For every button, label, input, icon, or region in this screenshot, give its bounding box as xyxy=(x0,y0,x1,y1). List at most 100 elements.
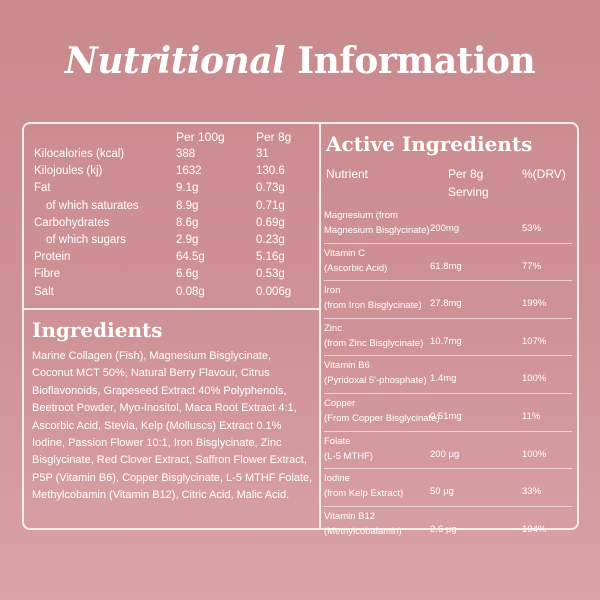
active-ingredient-row: Iron (from Iron Bisglycinate) 27.8mg 199% xyxy=(324,281,572,319)
nutrition-value-per100: 1632 xyxy=(176,165,202,178)
nutrition-row: Carbohydrates 8.6g 0.69g xyxy=(24,215,319,231)
active-ingredients-title: Active Ingredients xyxy=(326,132,533,156)
nutrition-value-per8: 0.69g xyxy=(256,216,285,229)
active-ingredient-name: Vitamin B12 xyxy=(324,510,376,522)
active-ingredient-row: Magnesium (from Magnesium Bisglycinate) 20… xyxy=(324,206,572,244)
nutrition-value-per8: 130.6 xyxy=(256,165,285,178)
nutrition-value-per100: 8.6g xyxy=(176,216,199,229)
active-ingredient-amount: 50 µg xyxy=(430,486,454,498)
active-ingredient-name: Copper xyxy=(324,398,356,409)
active-header-drv: %(DRV) xyxy=(522,167,566,181)
active-ingredient-name: Iron xyxy=(324,285,341,297)
info-panel: Per 100g Per 8g Kilocalories (kcal) 388 31… xyxy=(22,122,579,537)
page-title: Nutritional Information xyxy=(0,40,600,82)
nutrition-label: Kilocalories (kcal) xyxy=(34,148,125,160)
row-separator xyxy=(324,317,572,319)
active-ingredient-amount: 1.4mg xyxy=(430,373,457,385)
row-separator xyxy=(324,505,572,507)
title-rest: Information xyxy=(297,40,536,82)
active-ingredient-name: Folate xyxy=(324,435,351,447)
title-italic: Nutritional xyxy=(64,40,286,82)
row-separator xyxy=(324,468,572,470)
nutrition-row: Fat 9.1g 0.73g xyxy=(24,180,319,196)
row-separator xyxy=(324,280,572,282)
active-ingredient-drv: 77% xyxy=(522,260,542,272)
nutrition-label: Salt xyxy=(34,285,54,298)
ingredients-title: Ingredients xyxy=(32,318,163,342)
active-ingredient-source: Magnesium Bisglycinate) xyxy=(324,225,430,236)
nutrition-label: Fibre xyxy=(34,268,61,281)
ingredients-text: Marine Collagen (Fish), Magnesium Bisgly… xyxy=(32,350,313,502)
active-ingredient-row: Zinc (from Zinc Bisglycinate) 10.7mg 107% xyxy=(324,319,572,357)
nutrition-header-per8: Per 8g xyxy=(256,130,292,144)
active-ingredient-amount: 10.7mg xyxy=(430,335,462,347)
active-ingredient-source: (from Kelp Extract) xyxy=(324,488,404,500)
nutrition-value-per100: 2.9g xyxy=(176,234,199,246)
active-ingredient-row: Copper (From Copper Bisglycinate) 0.51mg 11… xyxy=(324,394,572,432)
active-ingredient-amount: 0.51mg xyxy=(430,411,462,422)
active-ingredient-source: (Ascorbic Acid) xyxy=(324,262,388,274)
nutrition-label: Protein xyxy=(34,251,71,264)
nutrition-value-per8: 0.006g xyxy=(256,285,292,298)
nutrition-value-per100: 6.6g xyxy=(176,268,199,281)
nutrition-row: Kilojoules (kj) 1632 130.6 xyxy=(24,163,319,179)
row-separator xyxy=(324,355,572,357)
nutrition-value-per100: 8.9g xyxy=(176,199,199,212)
active-ingredient-row: Vitamin C (Ascorbic Acid) 61.8mg 77% xyxy=(324,244,572,282)
nutrition-row: of which saturates 8.9g 0.71g xyxy=(24,198,319,214)
active-ingredient-row: Iodine (from Kelp Extract) 50 µg 33% xyxy=(324,469,572,507)
nutrition-value-per8: 0.73g xyxy=(256,182,285,195)
active-ingredient-name: Zinc xyxy=(324,322,342,334)
active-ingredient-amount: 27.8mg xyxy=(430,298,462,310)
nutrition-value-per8: 0.71g xyxy=(256,199,285,212)
nutrition-value-per100: 388 xyxy=(176,148,196,160)
nutrition-value-per100: 9.1g xyxy=(176,182,199,195)
active-ingredient-source: (from Iron Bisglycinate) xyxy=(324,300,422,312)
nutrition-value-per8: 5.16g xyxy=(256,251,285,264)
nutrition-label: of which sugars xyxy=(46,234,126,246)
nutrition-label: Fat xyxy=(34,182,51,195)
panel-divider-horizontal xyxy=(24,308,319,310)
active-header-serving-2: Serving xyxy=(448,185,489,199)
active-ingredient-drv: 107% xyxy=(522,335,547,347)
nutrition-value-per8: 0.53g xyxy=(256,268,285,281)
active-header-serving-1: Per 8g xyxy=(448,167,484,181)
nutrition-label: Kilojoules (kj) xyxy=(34,165,103,178)
active-ingredient-amount: 200 µg xyxy=(430,448,460,460)
panel-divider-vertical xyxy=(319,124,321,528)
nutrition-row: Salt 0.08g 0.006g xyxy=(24,284,319,300)
active-ingredient-drv: 33% xyxy=(522,486,542,498)
active-header-nutrient: Nutrient xyxy=(326,167,369,181)
nutrition-value-per8: 31 xyxy=(256,148,269,160)
active-ingredient-drv: 11% xyxy=(522,411,541,422)
row-separator xyxy=(324,242,572,244)
active-ingredient-source: (from Zinc Bisglycinate) xyxy=(324,337,424,349)
active-ingredient-source: (L-5 MTHF) xyxy=(324,450,374,462)
nutrition-row: Protein 64.5g 5.16g xyxy=(24,249,319,265)
active-ingredient-name: Iodine xyxy=(324,473,350,485)
active-ingredient-source: (Methylcobalamin) xyxy=(324,525,402,537)
active-ingredient-row: Folate (L-5 MTHF) 200 µg 100% xyxy=(324,432,572,470)
nutrition-label: Carbohydrates xyxy=(34,216,110,229)
active-ingredient-amount: 200mg xyxy=(430,223,460,234)
row-separator xyxy=(324,392,572,394)
active-ingredient-name: Vitamin C xyxy=(324,247,366,259)
active-ingredient-amount: 61.8mg xyxy=(430,260,462,272)
nutrition-header-per100: Per 100g xyxy=(176,130,225,144)
active-ingredient-drv: 100% xyxy=(522,373,547,385)
nutrition-row: Kilocalories (kcal) 388 31 xyxy=(24,146,319,162)
active-ingredient-amount: 2.6 µg xyxy=(430,523,457,535)
active-ingredient-drv: 100% xyxy=(522,448,547,460)
nutrition-value-per8: 0.23g xyxy=(256,234,285,246)
active-ingredient-drv: 53% xyxy=(522,223,542,234)
active-ingredient-drv: 104% xyxy=(522,523,547,535)
active-ingredient-row: Vitamin B6 (Pyridoxal 5'-phosphate) 1.4mg 1… xyxy=(324,356,572,394)
nutrition-row: of which sugars 2.9g 0.23g xyxy=(24,232,319,248)
nutrition-label: of which saturates xyxy=(46,199,139,212)
nutrition-value-per100: 0.08g xyxy=(176,285,205,298)
active-ingredient-name: Magnesium (from xyxy=(324,210,398,221)
active-ingredient-source: (Pyridoxal 5'-phosphate) xyxy=(324,375,427,387)
nutrition-value-per100: 64.5g xyxy=(176,251,205,264)
active-ingredient-drv: 199% xyxy=(522,298,547,310)
active-ingredient-row: Vitamin B12 (Methylcobalamin) 2.6 µg 104% xyxy=(324,507,572,545)
